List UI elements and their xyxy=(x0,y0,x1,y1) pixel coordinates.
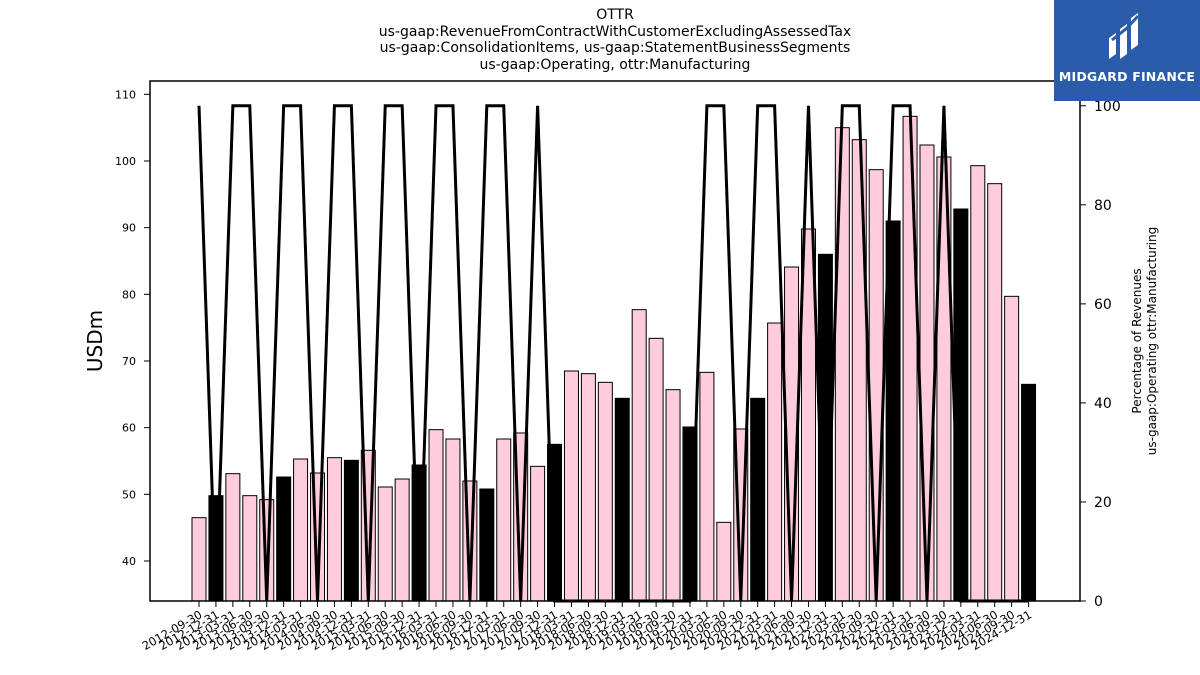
bar xyxy=(987,183,1003,602)
y-tick-label: 40 xyxy=(122,555,136,568)
bar xyxy=(496,438,512,602)
bar xyxy=(699,371,715,602)
logo-text: MIDGARD FINANCE xyxy=(1058,69,1196,84)
title-line-2: us-gaap:RevenueFromContractWithCustomerE… xyxy=(378,24,852,40)
bar xyxy=(631,309,647,602)
bar xyxy=(530,465,546,602)
y2-tick-label: 40 xyxy=(1094,396,1112,412)
y2-tick-label: 80 xyxy=(1094,198,1112,214)
bar xyxy=(445,438,461,602)
bar xyxy=(377,486,393,602)
y-tick-label: 50 xyxy=(122,488,136,501)
bar xyxy=(563,370,579,602)
bar xyxy=(614,397,630,602)
bar xyxy=(648,337,664,602)
title-line-3: us-gaap:ConsolidationItems, us-gaap:Stat… xyxy=(379,40,851,56)
midgard-finance-logo: MIDGARD FINANCE xyxy=(1054,0,1200,101)
plot-frame xyxy=(149,80,1081,602)
midgard-logo-icon xyxy=(1109,13,1140,59)
bar xyxy=(326,457,342,602)
bar xyxy=(902,115,918,602)
bar xyxy=(428,429,444,602)
y2-axis-label-line2: us-gaap:Operating ottr:Manufacturing xyxy=(1145,227,1159,455)
bar xyxy=(225,473,241,602)
y-tick-label: 80 xyxy=(122,288,136,301)
bar xyxy=(750,397,766,602)
title-line-1: OTTR xyxy=(596,7,634,23)
y2-tick-label: 60 xyxy=(1094,297,1112,313)
bar xyxy=(276,476,292,602)
bar xyxy=(970,165,986,602)
y-tick-label: 90 xyxy=(122,222,136,235)
bar xyxy=(953,208,969,602)
y-axis-label: USDm xyxy=(83,310,107,372)
bar xyxy=(1021,383,1037,602)
bar xyxy=(868,169,884,602)
y2-tick-label: 0 xyxy=(1094,594,1103,610)
y-tick-label: 60 xyxy=(122,422,136,435)
y-tick-label: 70 xyxy=(122,355,136,368)
y2-tick-label: 20 xyxy=(1094,495,1112,511)
y2-tick-label: 100 xyxy=(1094,99,1121,115)
bar xyxy=(665,389,681,602)
y-tick-label: 110 xyxy=(115,88,136,101)
bar xyxy=(1004,295,1020,602)
bar xyxy=(767,322,783,602)
bar xyxy=(242,495,258,602)
bar xyxy=(919,144,935,602)
bar xyxy=(597,381,613,602)
bar xyxy=(343,459,359,602)
bar xyxy=(293,458,309,602)
bar xyxy=(580,373,596,602)
y-tick-label: 100 xyxy=(115,155,136,168)
bar xyxy=(479,488,495,602)
y2-axis-label-line1: Percentage of Revenues xyxy=(1130,268,1144,413)
bar xyxy=(834,127,850,602)
bar xyxy=(394,478,410,602)
bar xyxy=(716,521,732,602)
bar xyxy=(191,517,207,602)
title-line-4: us-gaap:Operating, ottr:Manufacturing xyxy=(479,57,751,73)
